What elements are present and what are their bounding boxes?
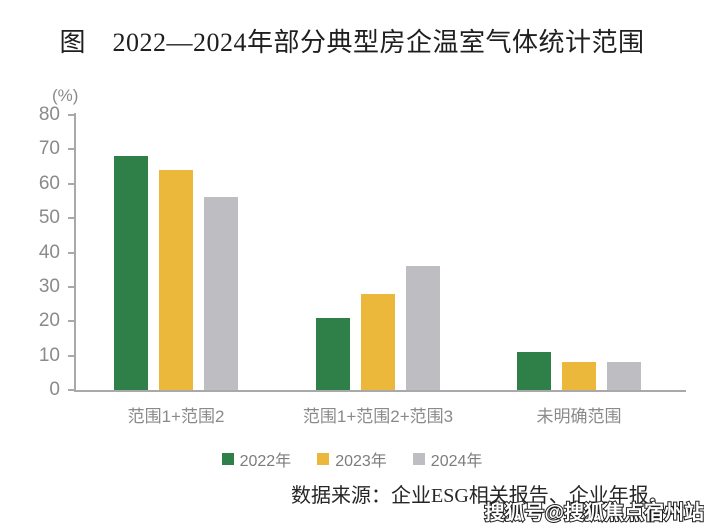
legend: 2022年 2023年 2024年	[0, 447, 704, 471]
y-tick-mark-10	[68, 354, 74, 357]
y-tick-mark-60	[68, 182, 74, 185]
legend-label: 2022年	[239, 453, 292, 470]
watermark-text: 搜狐号@搜狐焦点宿州站	[483, 501, 704, 525]
bar-2024年-范围1+范围2+范围3	[406, 266, 440, 390]
x-category-label-2: 范围1+范围2+范围3	[302, 407, 454, 426]
bar-2024年-范围1+范围2	[204, 197, 238, 390]
y-tick-label-20: 20	[38, 310, 60, 332]
chart-title: 图 2022—2024年部分典型房企温室气体统计范围	[59, 28, 645, 57]
bar-2024年-未明确范围	[607, 362, 641, 390]
y-tick-mark-40	[68, 251, 74, 254]
legend-item-2024年: 2024年	[412, 447, 483, 471]
y-tick-mark-30	[68, 285, 74, 288]
bar-2022年-未明确范围	[517, 352, 551, 390]
legend-label: 2024年	[430, 453, 483, 470]
bar-2022年-范围1+范围2	[114, 156, 148, 390]
y-axis-line	[74, 113, 76, 391]
y-tick-label-40: 40	[38, 241, 60, 263]
y-tick-mark-0	[68, 389, 74, 391]
bar-2023年-未明确范围	[562, 362, 596, 390]
y-tick-mark-70	[68, 148, 74, 151]
bar-2023年-范围1+范围2+范围3	[361, 294, 395, 390]
y-tick-label-0: 0	[49, 379, 60, 400]
legend-item-2023年: 2023年	[317, 447, 387, 471]
legend-swatch-icon	[412, 453, 425, 465]
y-tick-label-10: 10	[38, 344, 60, 366]
bar-2022年-范围1+范围2+范围3	[316, 318, 350, 390]
x-axis-line	[74, 390, 686, 392]
y-tick-label-50: 50	[38, 207, 60, 229]
bar-2023年-范围1+范围2	[159, 170, 193, 390]
y-axis-unit-label: (%)	[52, 86, 79, 105]
y-tick-mark-20	[68, 320, 74, 323]
data-source-note: 数据来源：企业ESG相关报告、企业年报。	[291, 485, 669, 507]
x-category-label-3: 未明确范围	[536, 407, 622, 426]
legend-label: 2023年	[335, 453, 387, 470]
legend-swatch-icon	[221, 453, 234, 465]
y-tick-label-80: 80	[38, 104, 60, 125]
y-tick-label-70: 70	[38, 138, 60, 160]
y-tick-label-60: 60	[38, 172, 60, 194]
legend-item-2022年: 2022年	[221, 447, 292, 471]
legend-swatch-icon	[317, 453, 330, 465]
x-category-label-1: 范围1+范围2	[127, 407, 225, 426]
y-tick-mark-80	[68, 114, 74, 116]
y-tick-label-30: 30	[38, 275, 60, 297]
y-tick-mark-50	[68, 217, 74, 220]
